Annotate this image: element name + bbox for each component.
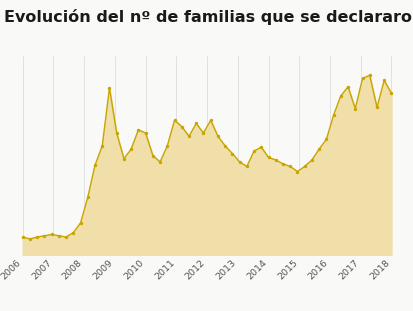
Point	[308, 157, 314, 162]
Point	[77, 220, 84, 225]
Point	[272, 157, 278, 162]
Point	[192, 121, 199, 126]
Point	[221, 143, 228, 148]
Point	[157, 160, 163, 165]
Point	[387, 91, 394, 96]
Point	[34, 234, 40, 239]
Point	[48, 232, 55, 237]
Point	[214, 134, 221, 139]
Point	[358, 76, 365, 81]
Point	[63, 234, 69, 239]
Point	[293, 169, 300, 174]
Point	[286, 164, 293, 169]
Point	[322, 137, 329, 142]
Point	[135, 127, 141, 132]
Point	[41, 233, 47, 238]
Point	[243, 164, 249, 169]
Point	[26, 236, 33, 241]
Point	[84, 195, 91, 200]
Point	[149, 153, 156, 158]
Point	[106, 86, 112, 91]
Point	[70, 230, 76, 235]
Point	[315, 146, 322, 151]
Point	[236, 160, 242, 165]
Point	[19, 234, 26, 239]
Point	[301, 164, 307, 169]
Point	[330, 113, 336, 118]
Point	[366, 73, 372, 78]
Point	[257, 145, 264, 150]
Point	[337, 93, 343, 98]
Point	[142, 131, 149, 136]
Point	[99, 143, 105, 148]
Point	[128, 146, 134, 151]
Point	[199, 131, 206, 136]
Point	[55, 233, 62, 238]
Point	[228, 151, 235, 156]
Point	[171, 118, 178, 123]
Point	[91, 163, 98, 168]
Point	[380, 78, 387, 83]
Point	[178, 124, 185, 129]
Text: Evolución del nº de familias que se declararon en quiebra: Evolución del nº de familias que se decl…	[4, 9, 413, 25]
Point	[351, 106, 358, 111]
Point	[344, 84, 351, 89]
Point	[265, 155, 271, 160]
Point	[373, 105, 380, 110]
Point	[250, 149, 257, 154]
Point	[279, 161, 286, 166]
Point	[120, 156, 127, 161]
Point	[113, 131, 120, 136]
Point	[185, 134, 192, 139]
Point	[164, 143, 170, 148]
Point	[207, 118, 214, 123]
